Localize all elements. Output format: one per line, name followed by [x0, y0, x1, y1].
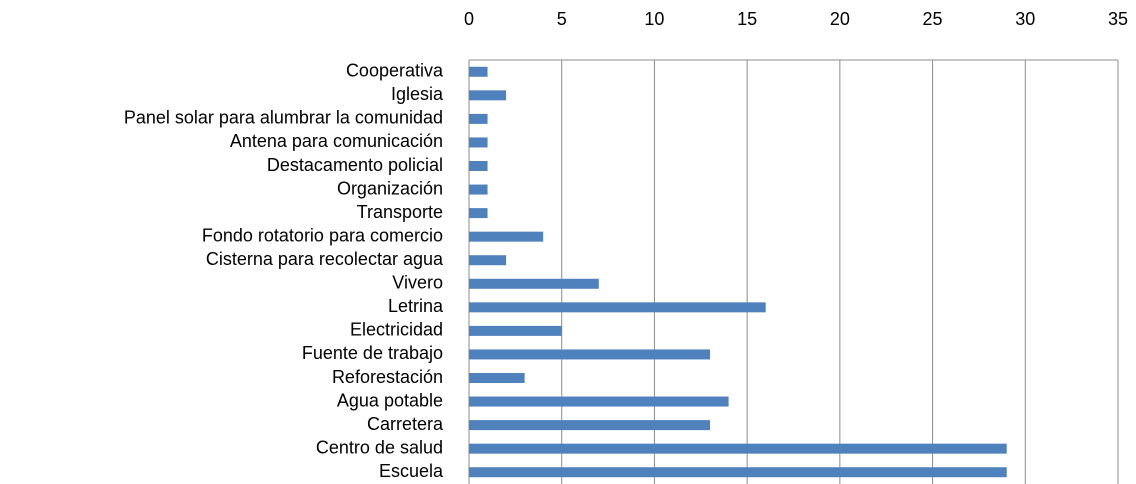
- x-tick-label: 5: [557, 9, 567, 29]
- y-tick-label: Reforestación: [332, 367, 443, 387]
- y-tick-label: Vivero: [392, 273, 443, 293]
- bar: [469, 325, 562, 336]
- bar: [469, 66, 488, 77]
- x-tick-label: 10: [644, 9, 664, 29]
- bar: [469, 113, 488, 124]
- x-tick-label: 20: [830, 9, 850, 29]
- y-tick-label: Fuente de trabajo: [302, 343, 443, 363]
- bar: [469, 255, 507, 266]
- bar: [469, 278, 599, 289]
- y-tick-label: Cisterna para recolectar agua: [206, 249, 444, 269]
- y-tick-label: Cooperativa: [346, 61, 444, 81]
- bar: [469, 420, 711, 431]
- x-tick-label: 30: [1015, 9, 1035, 29]
- y-tick-label: Destacamento policial: [267, 155, 443, 175]
- x-tick-label: 25: [923, 9, 943, 29]
- y-tick-label: Fondo rotatorio para comercio: [202, 225, 443, 245]
- y-tick-label: Agua potable: [337, 390, 443, 410]
- y-tick-label: Electricidad: [350, 320, 443, 340]
- bar: [469, 90, 507, 101]
- bar: [469, 208, 488, 219]
- x-tick-label: 15: [737, 9, 757, 29]
- bar: [469, 373, 525, 383]
- y-tick-label: Organización: [337, 178, 443, 198]
- bar: [469, 443, 1007, 454]
- y-tick-label: Panel solar para alumbrar la comunidad: [124, 108, 443, 128]
- bar: [469, 231, 544, 242]
- y-tick-label: Antena para comunicación: [230, 131, 443, 151]
- bar: [469, 302, 766, 313]
- x-tick-label: 0: [464, 9, 474, 29]
- y-tick-label: Carretera: [367, 414, 444, 434]
- bar: [469, 349, 711, 360]
- y-tick-label: Letrina: [388, 296, 444, 316]
- x-tick-label: 35: [1108, 9, 1128, 29]
- bar: [469, 396, 729, 407]
- bar: [469, 137, 488, 148]
- y-tick-label: Iglesia: [391, 84, 444, 104]
- bar: [469, 467, 1007, 478]
- y-tick-label: Centro de salud: [316, 437, 443, 457]
- bar: [469, 161, 488, 171]
- y-tick-label: Transporte: [357, 202, 443, 222]
- y-tick-label: Escuela: [379, 461, 444, 481]
- bar: [469, 184, 488, 195]
